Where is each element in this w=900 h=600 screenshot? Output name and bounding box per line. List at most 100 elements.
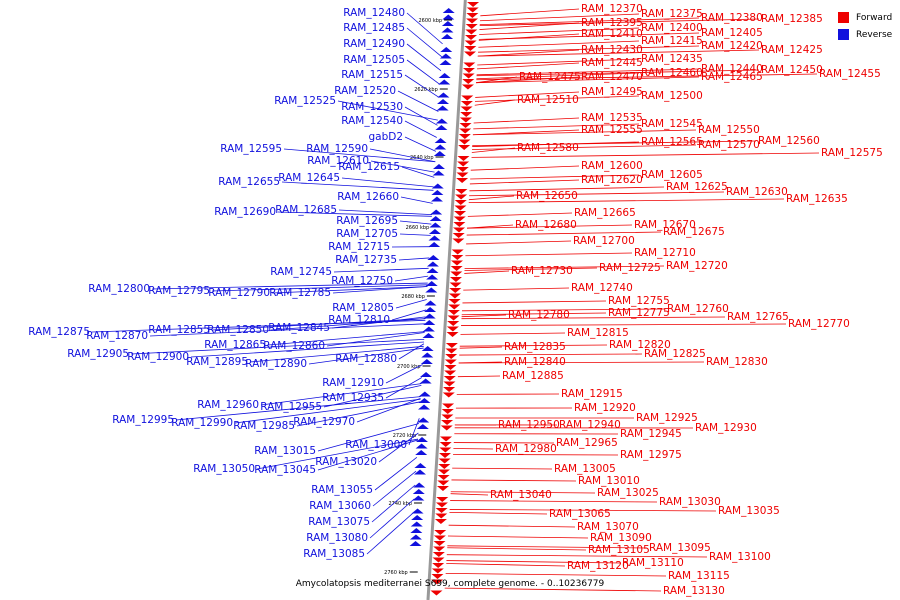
reverse-gene-leader	[260, 383, 422, 406]
forward-gene-leader	[451, 479, 577, 482]
forward-gene-shape	[449, 288, 462, 293]
forward-gene-shape	[433, 546, 446, 552]
reverse-gene-leader	[338, 209, 432, 215]
forward-gene-shape	[448, 293, 461, 299]
reverse-gene-shape	[418, 404, 431, 410]
reverse-gene-label: RAM_13050	[193, 463, 255, 475]
forward-gene-leader	[450, 493, 489, 496]
reverse-gene-leader	[404, 74, 440, 98]
forward-gene-leader	[459, 346, 503, 349]
forward-gene-shape	[447, 310, 460, 315]
reverse-gene-shape	[440, 47, 453, 52]
forward-gene-shape	[450, 266, 463, 271]
forward-gene-leader	[478, 33, 580, 41]
forward-gene-shape	[439, 442, 452, 447]
reverse-gene-label: RAM_12805	[332, 302, 394, 314]
forward-gene-label: RAM_12460	[641, 67, 703, 79]
reverse-gene-leader	[406, 12, 443, 45]
reverse-gene-label: RAM_12505	[343, 54, 405, 66]
reverse-gene-shape	[419, 378, 432, 384]
reverse-gene-label: RAM_13080	[306, 532, 368, 544]
forward-gene-shape	[432, 563, 445, 568]
forward-gene-leader	[473, 117, 580, 124]
forward-gene-label: RAM_12755	[608, 295, 670, 307]
forward-gene-leader	[478, 40, 640, 48]
forward-gene-label: RAM_12570	[698, 139, 760, 151]
forward-gene-shape	[432, 557, 445, 563]
forward-gene-label: RAM_12885	[502, 370, 564, 382]
reverse-gene-leader	[385, 377, 423, 399]
map-caption: Amycolatopsis mediterranei S699, complet…	[295, 579, 605, 589]
reverse-gene-leader	[395, 299, 427, 309]
forward-gene-shape	[460, 112, 473, 117]
forward-gene-leader	[464, 265, 665, 269]
forward-gene-label: RAM_13110	[622, 557, 684, 569]
forward-gene-label: RAM_12780	[508, 309, 570, 321]
reverse-gene-shape	[415, 443, 428, 449]
reverse-gene-leader	[369, 148, 436, 163]
reverse-gene-shape	[421, 346, 434, 351]
forward-gene-label: RAM_13040	[490, 489, 552, 501]
forward-gene-shape	[435, 513, 448, 519]
forward-gene-label: RAM_12760	[667, 303, 729, 315]
forward-gene-shape	[456, 172, 469, 178]
forward-gene-label: RAM_12400	[641, 22, 703, 34]
reverse-gene-label: RAM_12960	[197, 399, 259, 411]
reverse-gene-shape	[428, 242, 441, 247]
forward-gene-shape	[445, 343, 458, 348]
forward-gene-label: RAM_13030	[659, 496, 721, 508]
forward-gene-shape	[453, 227, 466, 233]
forward-gene-shape	[444, 359, 457, 365]
axis-tick-label: 2600 kbp	[419, 18, 443, 24]
reverse-gene-shape	[434, 144, 447, 150]
forward-gene-label: RAM_12445	[581, 57, 643, 69]
forward-gene-shape	[466, 18, 479, 24]
forward-gene-label: RAM_12415	[641, 35, 703, 47]
forward-gene-leader	[450, 500, 658, 503]
forward-gene-label: RAM_13005	[554, 463, 616, 475]
reverse-gene-shape	[420, 372, 433, 377]
forward-gene-shape	[441, 420, 454, 425]
forward-gene-label: RAM_12775	[608, 307, 670, 319]
forward-gene-label: RAM_13010	[578, 475, 640, 487]
reverse-gene-leader	[371, 484, 416, 523]
forward-gene-label: RAM_12835	[504, 341, 566, 353]
forward-gene-shape	[458, 139, 471, 145]
reverse-gene-shape	[431, 190, 444, 195]
reverse-gene-leader	[331, 316, 426, 329]
forward-gene-label: RAM_12385	[761, 13, 823, 25]
reverse-gene-leader	[317, 423, 420, 452]
reverse-gene-leader	[404, 136, 437, 152]
reverse-gene-label: RAM_12935	[322, 392, 384, 404]
axis-tick-label: 2640 kbp	[410, 155, 434, 161]
legend: Forward Reverse	[838, 9, 892, 43]
forward-gene-leader	[476, 76, 700, 84]
forward-gene-shape	[466, 7, 479, 13]
forward-gene-shape	[464, 46, 477, 51]
reverse-gene-label: RAM_13015	[254, 445, 316, 457]
forward-gene-label: RAM_12915	[561, 388, 623, 400]
forward-gene-shape	[436, 497, 449, 502]
forward-gene-leader	[470, 165, 580, 171]
forward-gene-leader	[474, 95, 640, 102]
forward-gene-leader	[464, 270, 510, 274]
reverse-gene-leader	[267, 331, 425, 346]
reverse-gene-shape	[435, 125, 448, 130]
forward-gene-shape	[443, 387, 456, 392]
reverse-gene-label: RAM_13060	[309, 500, 371, 512]
reverse-gene-leader	[271, 286, 428, 294]
reverse-gene-label: RAM_12685	[275, 204, 337, 216]
reverse-gene-shape	[441, 21, 454, 26]
forward-gene-label: RAM_12700	[573, 235, 635, 247]
forward-gene-label: RAM_12555	[581, 124, 643, 136]
forward-gene-label: RAM_12675	[663, 226, 725, 238]
reverse-gene-shape	[439, 53, 452, 59]
reverse-gene-leader	[391, 309, 427, 321]
forward-gene-leader	[452, 467, 553, 470]
legend-swatch-forward	[838, 12, 849, 23]
reverse-gene-leader	[406, 59, 441, 85]
forward-gene-leader	[466, 240, 572, 245]
forward-gene-shape	[454, 211, 467, 216]
forward-gene-shape	[445, 354, 458, 359]
reverse-gene-leader	[370, 160, 435, 173]
